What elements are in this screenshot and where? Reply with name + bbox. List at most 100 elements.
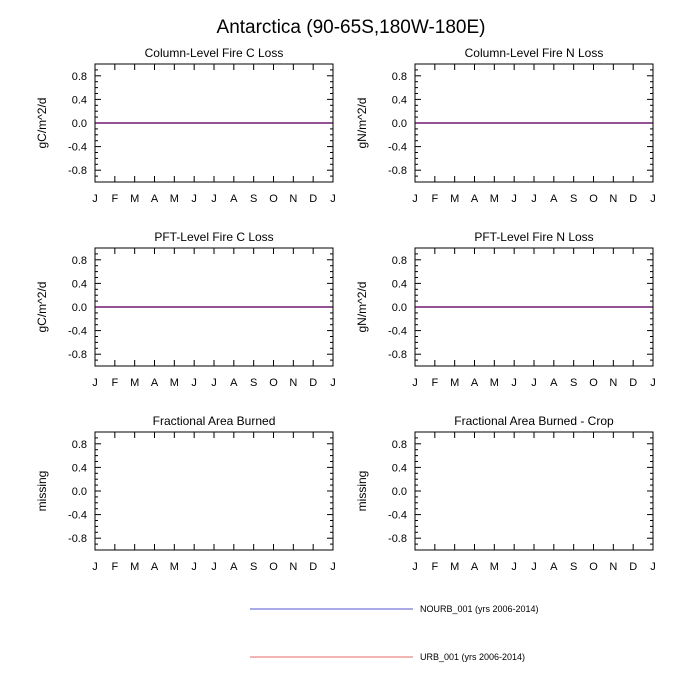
y-tick-label: -0.8	[388, 533, 407, 545]
x-tick-label: O	[269, 193, 278, 205]
x-tick-label: A	[550, 377, 558, 389]
x-tick-label: M	[490, 377, 499, 389]
x-tick-label: J	[211, 193, 217, 205]
y-tick-label: 0.4	[72, 462, 87, 474]
x-tick-label: J	[211, 377, 217, 389]
y-tick-label: -0.8	[388, 349, 407, 361]
chart-panel: Fractional Area Burned missing 0.8 0.4 0.0 -0…	[35, 414, 336, 573]
x-tick-label: N	[609, 561, 617, 573]
y-axis-label: gN/m^2/d	[355, 98, 369, 149]
x-tick-label: J	[412, 377, 418, 389]
x-tick-label: J	[92, 193, 98, 205]
plot-frame	[414, 431, 654, 551]
x-tick-label: M	[450, 193, 459, 205]
x-tick-label: M	[490, 561, 499, 573]
x-tick-label: M	[450, 377, 459, 389]
x-tick-label: A	[471, 377, 479, 389]
x-tick-label: J	[330, 377, 336, 389]
plot-frame	[94, 247, 334, 367]
y-tick-label: 0.8	[392, 255, 407, 267]
x-tick-label: J	[511, 193, 517, 205]
chart-panel: PFT-Level Fire C Loss gC/m^2/d 0.8 0.4 0.0 -0…	[35, 230, 336, 389]
x-tick-label: M	[490, 193, 499, 205]
x-tick-label: J	[412, 561, 418, 573]
y-tick-label: 0.4	[72, 278, 87, 290]
x-tick-label: J	[511, 377, 517, 389]
x-tick-label: F	[431, 377, 438, 389]
y-tick-label: -0.8	[68, 533, 87, 545]
x-tick-label: S	[570, 377, 577, 389]
x-tick-label: F	[111, 193, 118, 205]
y-tick-label: 0.0	[392, 118, 407, 130]
legend: NOURB_001 (yrs 2006-2014) URB_001 (yrs 20…	[250, 604, 539, 662]
x-tick-label: J	[412, 193, 418, 205]
x-tick-label: N	[289, 377, 297, 389]
x-tick-label: O	[269, 377, 278, 389]
y-tick-label: 0.0	[392, 486, 407, 498]
x-tick-label: F	[431, 193, 438, 205]
y-tick-label: 0.0	[72, 302, 87, 314]
y-axis-label: missing	[355, 471, 369, 512]
y-tick-label: -0.4	[68, 510, 87, 522]
x-tick-label: J	[650, 377, 656, 389]
y-tick-label: -0.4	[388, 142, 407, 154]
x-tick-label: J	[191, 561, 197, 573]
x-tick-label: M	[170, 561, 179, 573]
y-tick-label: 0.0	[72, 118, 87, 130]
panel-title: Fractional Area Burned - Crop	[454, 414, 614, 428]
x-tick-label: J	[211, 561, 217, 573]
y-tick-label: 0.4	[392, 94, 407, 106]
x-tick-label: S	[250, 193, 257, 205]
x-tick-label: A	[151, 377, 159, 389]
x-tick-label: D	[629, 377, 637, 389]
y-tick-label: -0.4	[388, 510, 407, 522]
y-tick-label: -0.4	[68, 326, 87, 338]
x-tick-label: M	[130, 193, 139, 205]
x-tick-label: D	[309, 193, 317, 205]
x-tick-label: A	[471, 193, 479, 205]
panel-title: Fractional Area Burned	[153, 414, 276, 428]
chart-panel: Column-Level Fire C Loss gC/m^2/d 0.8 0.4 0.…	[35, 46, 336, 205]
plot-frame	[94, 63, 334, 183]
x-tick-label: A	[550, 561, 558, 573]
x-tick-label: M	[130, 561, 139, 573]
y-tick-label: 0.8	[392, 439, 407, 451]
y-tick-label: -0.4	[68, 142, 87, 154]
y-tick-label: -0.8	[388, 165, 407, 177]
x-tick-label: N	[609, 377, 617, 389]
y-tick-label: 0.0	[392, 302, 407, 314]
y-tick-label: -0.8	[68, 165, 87, 177]
y-tick-label: 0.8	[392, 71, 407, 83]
plot-frame	[94, 431, 334, 551]
x-tick-label: M	[170, 377, 179, 389]
x-tick-label: A	[230, 561, 238, 573]
x-tick-label: J	[650, 561, 656, 573]
x-tick-label: A	[151, 561, 159, 573]
y-tick-label: 0.0	[72, 486, 87, 498]
legend-label: NOURB_001 (yrs 2006-2014)	[420, 604, 539, 614]
x-tick-label: J	[511, 561, 517, 573]
x-tick-label: D	[309, 377, 317, 389]
x-tick-label: N	[289, 561, 297, 573]
chart-panel: Fractional Area Burned - Crop missing 0.8 0…	[355, 414, 656, 573]
x-tick-label: M	[450, 561, 459, 573]
x-tick-label: O	[589, 561, 598, 573]
x-tick-label: A	[230, 377, 238, 389]
x-tick-label: F	[111, 377, 118, 389]
plot-frame	[414, 247, 654, 367]
x-tick-label: D	[629, 193, 637, 205]
y-tick-label: -0.4	[388, 326, 407, 338]
x-tick-label: A	[471, 561, 479, 573]
panel-title: Column-Level Fire C Loss	[145, 46, 284, 60]
x-tick-label: O	[589, 377, 598, 389]
legend-label: URB_001 (yrs 2006-2014)	[420, 652, 525, 662]
x-tick-label: D	[309, 561, 317, 573]
x-tick-label: J	[92, 377, 98, 389]
y-tick-label: -0.8	[68, 349, 87, 361]
plot-frame	[414, 63, 654, 183]
y-axis-label: gN/m^2/d	[355, 282, 369, 333]
panel-title: PFT-Level Fire N Loss	[474, 230, 593, 244]
y-axis-label: gC/m^2/d	[35, 282, 49, 333]
x-tick-label: F	[111, 561, 118, 573]
